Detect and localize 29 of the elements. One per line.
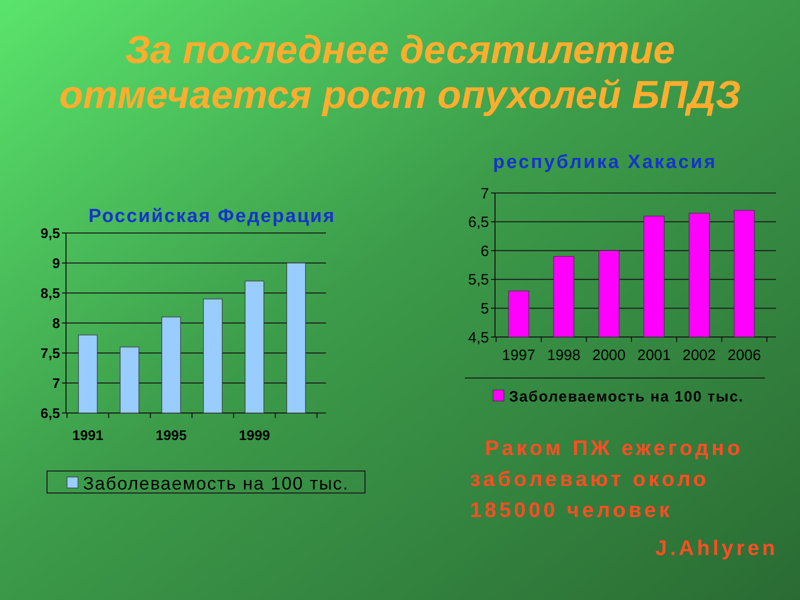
- text: За последнее десятилетие отмечается рост опухолей БПДЗ: [59, 29, 741, 117]
- chart-title: республика Хакасия: [493, 152, 717, 173]
- legend-label: Заболеваемость на 100 тыс.: [83, 473, 349, 494]
- x-tick-label: 1998: [547, 347, 580, 364]
- x-tick-label: 1991: [72, 427, 104, 443]
- text: Раком ПЖ ежегодно заболевают около 185000 человек: [470, 437, 744, 522]
- y-tick-label: 7: [52, 374, 60, 391]
- y-tick-label: 6,5: [40, 404, 60, 421]
- y-tick-label: 5,5: [468, 272, 489, 289]
- x-tick-label: 2006: [728, 347, 761, 364]
- x-tick-label: 1995: [156, 427, 187, 443]
- x-tick-label: 1999: [238, 427, 270, 443]
- legend-label: Заболеваемость на 100 тыс.: [509, 388, 744, 406]
- y-tick-label: 8,5: [40, 284, 60, 301]
- y-tick-label: 9: [52, 254, 60, 271]
- x-tick-label: 1997: [502, 347, 536, 364]
- y-tick-label: 7: [480, 185, 489, 202]
- y-tick-label: 5: [480, 300, 489, 318]
- y-tick-label: 6: [480, 242, 489, 260]
- y-tick-label: 4,5: [468, 329, 489, 346]
- y-tick-label: 8: [52, 314, 60, 331]
- y-tick-label: 6,5: [468, 214, 489, 232]
- text: J.Ahlyren: [655, 537, 778, 560]
- x-tick-label: 2000: [592, 347, 626, 364]
- chart-title: Российская Федерация: [88, 206, 336, 227]
- x-tick-label: 2001: [637, 347, 671, 364]
- y-tick-label: 9,5: [40, 224, 60, 241]
- y-tick-label: 7,5: [40, 344, 60, 361]
- x-tick-label: 2002: [682, 347, 716, 364]
